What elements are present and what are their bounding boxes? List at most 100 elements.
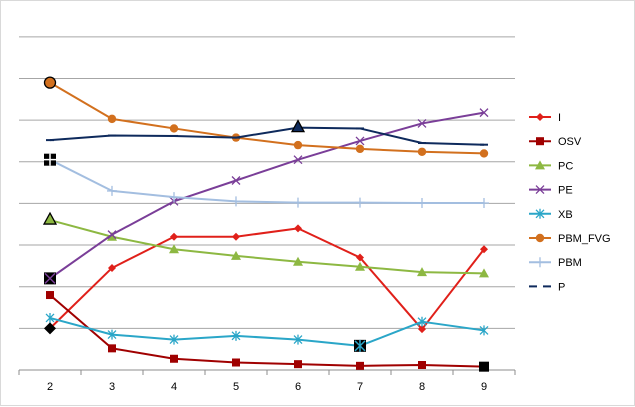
circle-marker (355, 144, 365, 154)
series-lines (45, 78, 489, 371)
legend-label: PC (558, 160, 573, 172)
x-marker (535, 185, 545, 195)
series-line (49, 111, 485, 280)
star-marker (535, 208, 545, 219)
legend-label: PBM_FVG (558, 233, 611, 245)
plus-marker (417, 197, 427, 208)
diamond-marker (356, 253, 364, 262)
legend-label: PE (558, 185, 573, 197)
square-marker (170, 354, 178, 363)
x-marker (355, 136, 365, 146)
plus-marker (293, 197, 303, 208)
star-marker (231, 330, 241, 341)
star-marker (479, 325, 489, 336)
plus-marker (355, 197, 365, 208)
series-pbm-fvg (45, 78, 489, 158)
optimum-triangle-marker (42, 211, 58, 225)
triangle-marker (417, 267, 427, 277)
triangle-marker (479, 268, 489, 278)
star-marker (417, 316, 427, 327)
triangle-marker (169, 244, 179, 254)
series-line (49, 227, 485, 331)
x-tick-label: 5 (233, 381, 239, 393)
legend-item-pbm-fvg: PBM_FVG (529, 233, 611, 245)
diamond-marker (108, 263, 116, 272)
x-marker (417, 118, 427, 128)
plus-marker (535, 257, 545, 268)
series-pbm (45, 154, 489, 208)
x-marker (479, 108, 489, 118)
legend-label: I (558, 112, 561, 124)
x-marker (107, 230, 117, 240)
diamond-marker (536, 113, 544, 121)
diamond-marker (418, 325, 426, 334)
x-tick-label: 8 (419, 381, 425, 393)
triangle-marker (231, 250, 241, 260)
x-tick-label: 6 (295, 381, 301, 393)
legend-item-pe: PE (529, 185, 573, 197)
legend: I OSV PC PE XB PBM_FVG PBM P (529, 112, 611, 293)
square-marker (356, 361, 364, 370)
star-marker (45, 312, 55, 323)
square-marker (46, 291, 54, 300)
series-line (49, 158, 484, 204)
series-line (49, 316, 485, 347)
circle-marker (417, 147, 427, 156)
optimum-circle-marker (43, 76, 57, 89)
series-line (49, 294, 485, 368)
diamond-marker (170, 232, 178, 241)
square-marker (232, 358, 240, 367)
diamond-marker (480, 245, 488, 254)
square-marker (294, 360, 302, 369)
triangle-marker (355, 261, 365, 271)
optimum-square-marker (479, 361, 489, 372)
legend-label: PBM (558, 257, 582, 269)
x-tick-label: 7 (357, 381, 363, 393)
star-marker (293, 334, 303, 345)
x-tick-label: 2 (47, 381, 53, 393)
gridlines (19, 36, 515, 329)
circle-marker (107, 114, 117, 124)
x-axis: 2 3 4 5 6 7 8 9 (18, 369, 516, 393)
diamond-marker (294, 224, 302, 233)
plus-marker (231, 196, 241, 207)
legend-label: P (558, 281, 565, 293)
legend-item-pc: PC (529, 160, 573, 172)
legend-item-p: P (529, 281, 565, 293)
star-marker (169, 334, 179, 345)
plus-marker (479, 197, 489, 208)
x-tick-label: 9 (481, 381, 487, 393)
legend-label: XB (558, 209, 573, 221)
circle-marker (535, 233, 545, 243)
optimum-star-cross (354, 339, 366, 352)
triangle-marker (293, 256, 303, 266)
x-marker (293, 155, 303, 165)
optimum-plus-cross (44, 153, 56, 166)
legend-item-osv: OSV (529, 136, 582, 148)
optimum-diamond-marker (44, 322, 56, 335)
square-marker (536, 137, 544, 146)
star-marker (107, 329, 117, 340)
series-xb (45, 312, 489, 351)
legend-label: OSV (558, 136, 582, 148)
optimum-triangle-marker (290, 119, 306, 133)
series-line (49, 219, 485, 275)
legend-item-i: I (529, 112, 561, 124)
highlight-markers (42, 76, 489, 372)
x-marker (231, 176, 241, 185)
diamond-marker (232, 232, 240, 241)
square-marker (418, 361, 426, 370)
plus-marker (169, 192, 179, 203)
legend-item-xb: XB (529, 208, 573, 221)
series-line (49, 81, 485, 155)
square-marker (108, 344, 116, 353)
series-line (49, 126, 485, 146)
plus-marker (107, 185, 117, 196)
triangle-marker (107, 231, 117, 241)
triangle-marker (535, 160, 545, 170)
x-tick-label: 4 (171, 381, 177, 393)
circle-marker (293, 140, 303, 150)
series-i (46, 224, 488, 334)
circle-marker (169, 124, 179, 133)
